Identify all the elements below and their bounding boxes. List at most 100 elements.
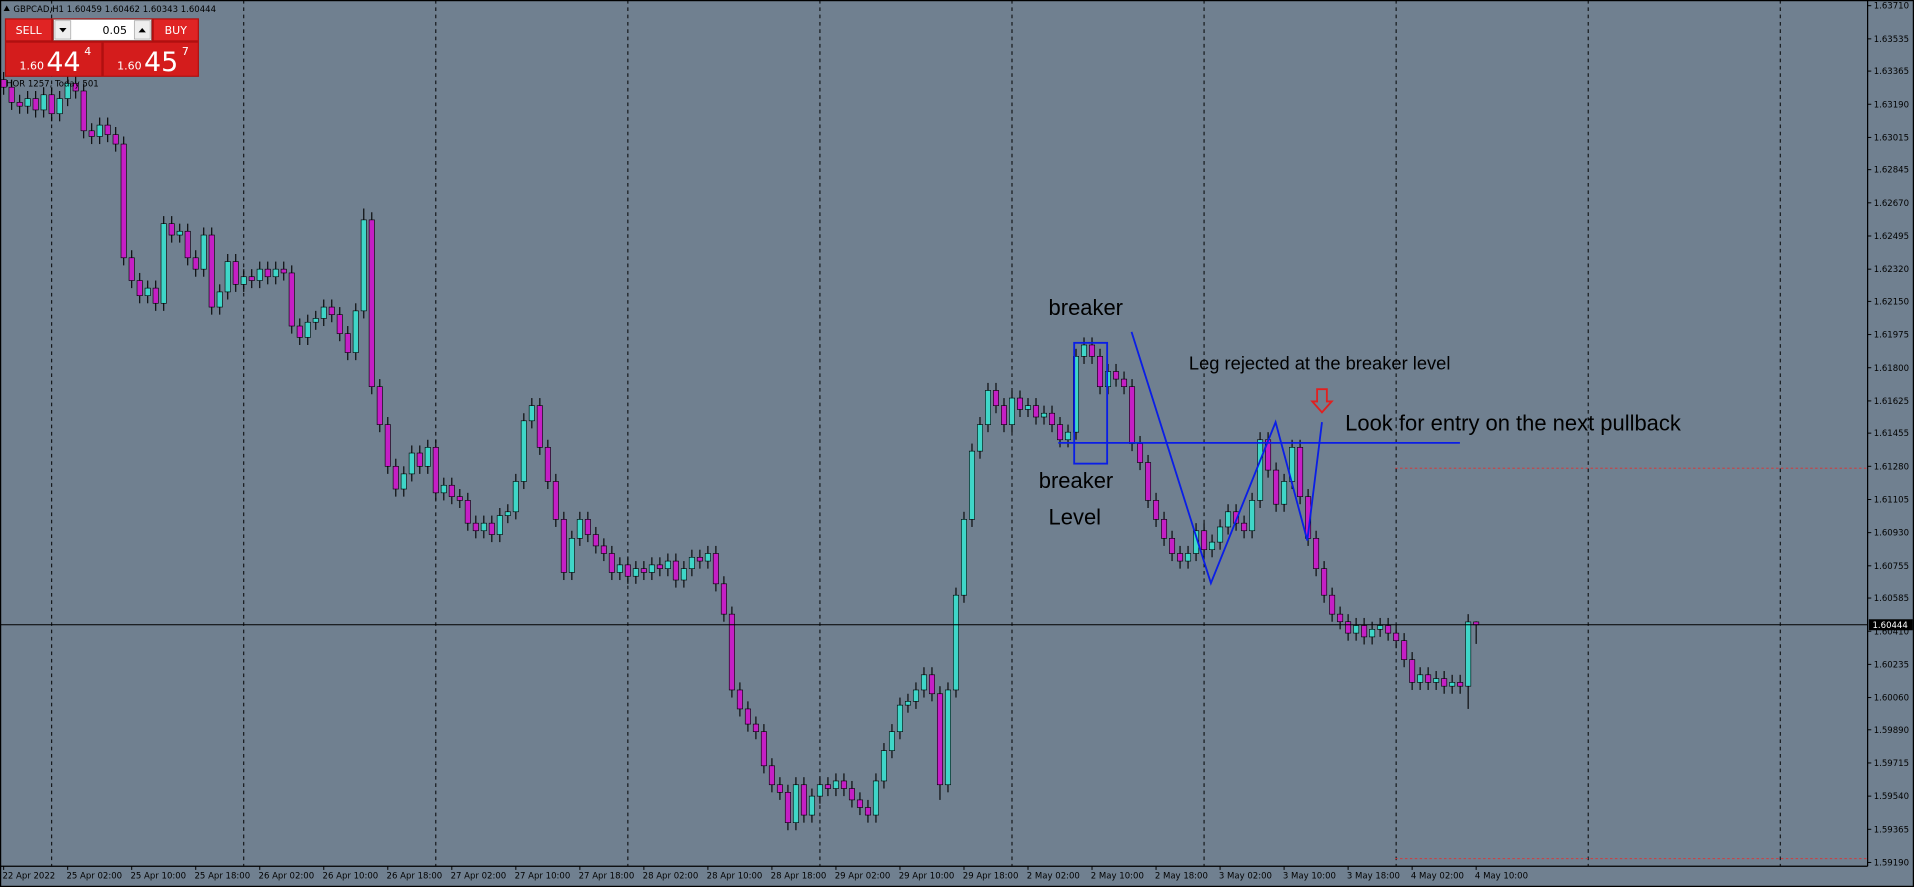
candle-body [848, 788, 855, 801]
candle-body [328, 306, 335, 315]
candle-body [1009, 397, 1015, 425]
candle-body [760, 731, 767, 767]
bid-box[interactable] [6, 42, 102, 76]
candle-body [1169, 538, 1176, 554]
buy-button[interactable] [153, 19, 198, 41]
y-tick-label: 1.59365 [1874, 825, 1909, 835]
candle-body [192, 257, 199, 270]
candle-body [80, 90, 87, 132]
candle-body [608, 553, 615, 573]
candle-body [1385, 625, 1392, 634]
candle-body [776, 784, 783, 793]
candle-body [993, 390, 999, 406]
candle-body [1201, 530, 1208, 551]
y-tick-label: 1.60410 [1874, 627, 1909, 637]
candle-body [352, 310, 359, 353]
x-tick-label: 4 May 02:00 [1411, 871, 1464, 881]
candle-body [1241, 522, 1248, 532]
candle-body [224, 261, 231, 293]
candle-body [424, 447, 431, 467]
candle-body [1465, 621, 1472, 687]
x-tick-label: 3 May 02:00 [1219, 871, 1272, 881]
candle-body [112, 134, 119, 145]
candle-body [472, 522, 479, 532]
candle-body [1337, 613, 1344, 623]
candle-body [1433, 678, 1440, 683]
candle-body [344, 333, 351, 353]
x-tick-label: 25 Apr 02:00 [66, 871, 122, 881]
bid-big: 44 [46, 47, 80, 78]
candle-body [696, 556, 703, 562]
ask-box[interactable] [103, 42, 198, 76]
candle-body [88, 130, 95, 137]
bid-prefix: 1.60 [20, 60, 44, 73]
candle-body [1153, 500, 1160, 520]
candle-body [960, 519, 967, 596]
y-tick-label: 1.61800 [1874, 364, 1909, 374]
y-tick-label: 1.59890 [1874, 726, 1909, 736]
candle-body [48, 94, 55, 115]
y-tick-label: 1.61105 [1874, 496, 1909, 506]
candle-body [1089, 344, 1096, 357]
x-tick-label: 4 May 10:00 [1475, 871, 1528, 881]
candle-body [704, 553, 711, 562]
candle-body [1297, 447, 1304, 497]
candle-body [384, 424, 391, 467]
candle-body [880, 750, 887, 782]
ask-prefix: 1.60 [117, 60, 141, 73]
x-tick-label: 26 Apr 18:00 [387, 871, 443, 881]
candle-body [624, 564, 631, 577]
y-tick-label: 1.61455 [1874, 429, 1909, 439]
candle-body [1425, 674, 1432, 683]
candle-body [320, 306, 327, 319]
sell-button[interactable] [6, 19, 52, 41]
candle-body [392, 465, 399, 490]
y-tick-label: 1.62670 [1874, 199, 1909, 209]
candle-body [1281, 481, 1288, 505]
lot-input[interactable] [53, 19, 152, 41]
y-tick-label: 1.59540 [1874, 792, 1909, 802]
candle-body [1177, 553, 1184, 562]
y-tick-label: 1.61975 [1874, 331, 1909, 341]
y-tick-label: 1.61625 [1874, 397, 1909, 407]
y-tick-label: 1.60585 [1874, 594, 1909, 604]
y-tick-label: 1.62320 [1874, 265, 1909, 275]
collapse-icon[interactable] [3, 5, 10, 11]
candle-body [40, 94, 47, 111]
candle-body [896, 704, 903, 732]
lot-value: 0.05 [103, 24, 127, 37]
candle-body [648, 564, 655, 573]
candle-body [888, 731, 895, 751]
candle-body [128, 257, 135, 281]
candle-body [976, 424, 983, 452]
candle-body [568, 538, 575, 573]
candle-body [1081, 344, 1088, 357]
candle-body [1353, 625, 1360, 634]
candle-body [200, 234, 207, 270]
annotation: breaker [1049, 295, 1123, 320]
candle-body [688, 556, 695, 569]
candle-body [32, 98, 39, 111]
candle-body [464, 500, 471, 524]
ask-small: 7 [182, 45, 189, 58]
candle-body [904, 701, 911, 706]
candle-body [1401, 640, 1408, 660]
down-arrow [1310, 388, 1334, 414]
candle-body [1057, 424, 1064, 441]
candle-body [120, 143, 127, 259]
candle-body [480, 522, 487, 532]
candle-body [232, 261, 239, 285]
x-tick-label: 25 Apr 10:00 [130, 871, 186, 881]
candle-body [720, 583, 727, 615]
candle-body [1417, 674, 1424, 683]
annotation: breaker [1039, 468, 1113, 493]
y-tick-label: 1.62495 [1874, 232, 1909, 242]
candle-body [1065, 431, 1072, 441]
candle-body [1113, 371, 1120, 380]
x-tick-label: 2 May 18:00 [1155, 871, 1208, 881]
candle-body [984, 390, 991, 425]
